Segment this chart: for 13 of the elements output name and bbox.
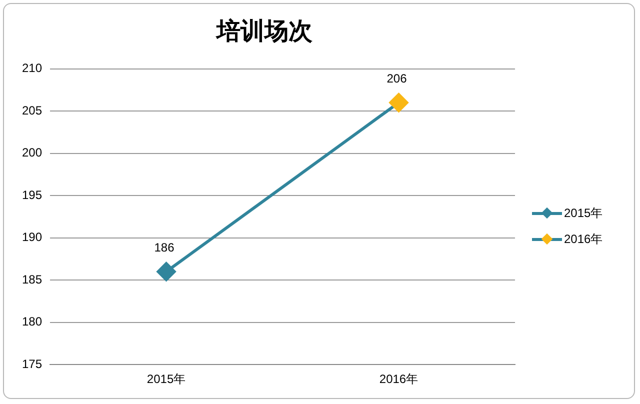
y-tick-label: 175: [22, 356, 42, 371]
y-tick-label: 195: [22, 188, 42, 202]
category-label: 2016年: [564, 232, 603, 246]
y-tick-label: 180: [22, 314, 42, 329]
data-label: 206: [386, 72, 408, 86]
y-tick-label: 205: [22, 103, 42, 118]
category-label: 2015年: [564, 206, 603, 220]
chart-title: 培训场次: [214, 18, 314, 46]
y-tick-label: 185: [22, 272, 42, 286]
y-tick-label: 210: [22, 61, 42, 76]
y-tick-label: 200: [22, 146, 42, 160]
data-label: 186: [154, 240, 175, 255]
y-tick-label: 190: [22, 230, 42, 244]
